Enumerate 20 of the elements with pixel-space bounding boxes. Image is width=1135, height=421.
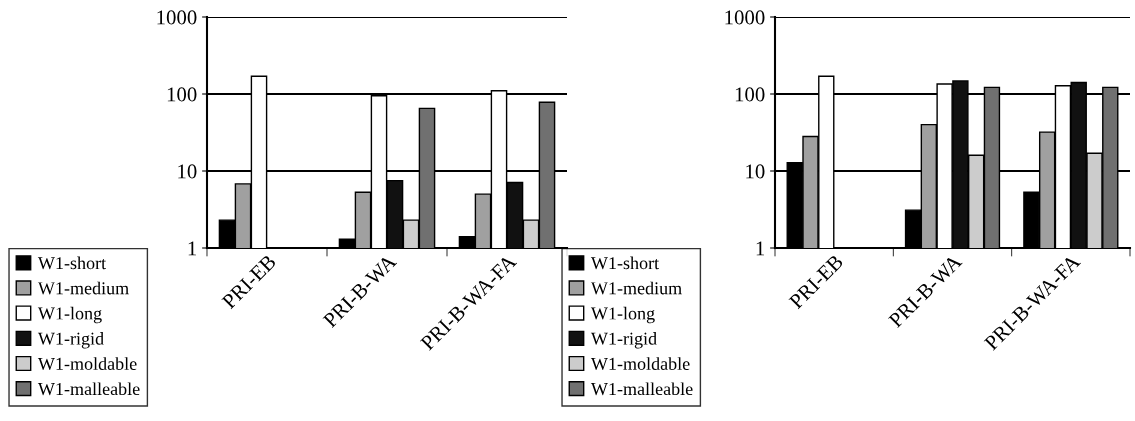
y-tick-label: 10 [178,164,197,179]
y-tick-label: 10 [746,164,765,179]
legend-label: W1-long [590,306,655,324]
legend-label: W1-moldable [37,357,137,371]
legend-label: W1-medium [37,281,129,295]
legend-label: W1-moldable [590,357,690,371]
legend-label: W1-medium [590,281,682,295]
y-tick-label: 1000 [725,10,765,25]
y-tick-label: 100 [735,87,765,102]
legend-label: W1-long [37,306,102,324]
y-tick-label: 1 [188,241,197,256]
legend-label: W1-short [590,256,660,270]
y-tick-label: 1 [756,241,765,256]
legend-label: W1-rigid [37,332,104,349]
legend-label: W1-short [37,256,107,270]
y-tick-label: 1000 [157,10,197,25]
y-tick-label: 100 [167,87,197,102]
legend-label: W1-rigid [590,332,657,349]
legend-label: W1-malleable [590,382,693,396]
legend-label: W1-malleable [37,382,140,396]
